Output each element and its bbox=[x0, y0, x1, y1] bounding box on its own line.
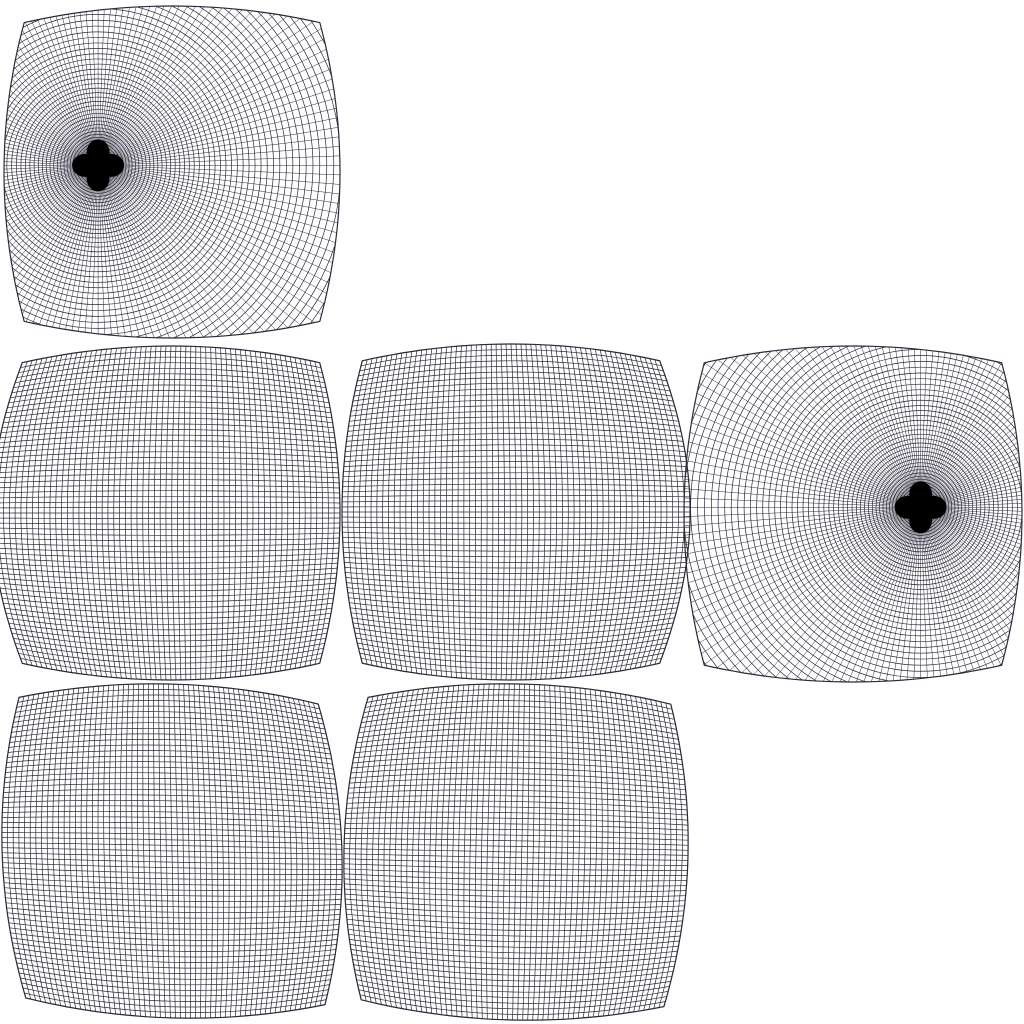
face-front bbox=[341, 343, 691, 681]
face-top bbox=[3, 5, 341, 339]
face-bottom-right bbox=[343, 683, 689, 1021]
face-left bbox=[0, 345, 341, 681]
face-bottom-left bbox=[1, 683, 343, 1019]
